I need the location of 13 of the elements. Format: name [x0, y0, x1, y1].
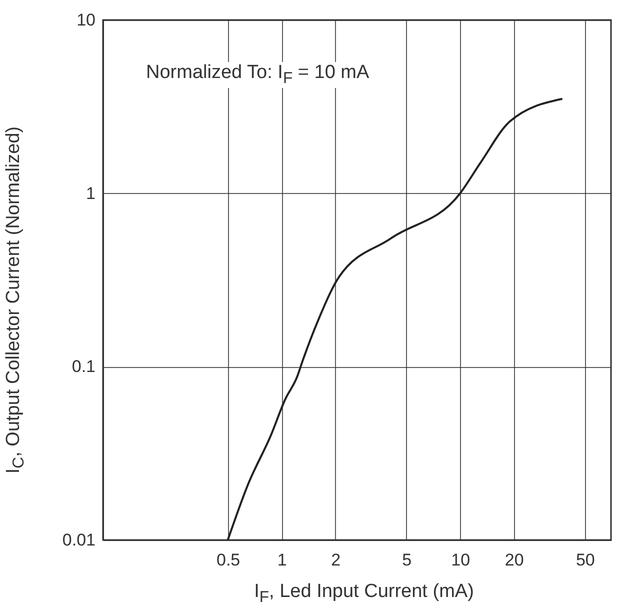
- y-tick-label: 1: [86, 184, 96, 203]
- x-tick-label: 20: [504, 550, 524, 570]
- x-tick-label: 5: [402, 550, 412, 570]
- x-tick-label: 2: [331, 550, 341, 570]
- y-tick-label: 0.01: [62, 530, 96, 550]
- y-tick-label: 10: [76, 10, 96, 30]
- x-tick-label: 10: [451, 550, 470, 570]
- annotation: Normalized To: I$_{F}$ = 10 mA: [140, 62, 376, 88]
- y-tick-label: 0.1: [72, 357, 96, 376]
- x-tick-label: 50: [576, 550, 595, 570]
- x-tick-label: 1: [277, 550, 287, 570]
- x-axis-title: I$_{F}$, Led Input Current (mA): [253, 581, 475, 606]
- x-tick-label: 0.5: [216, 550, 240, 570]
